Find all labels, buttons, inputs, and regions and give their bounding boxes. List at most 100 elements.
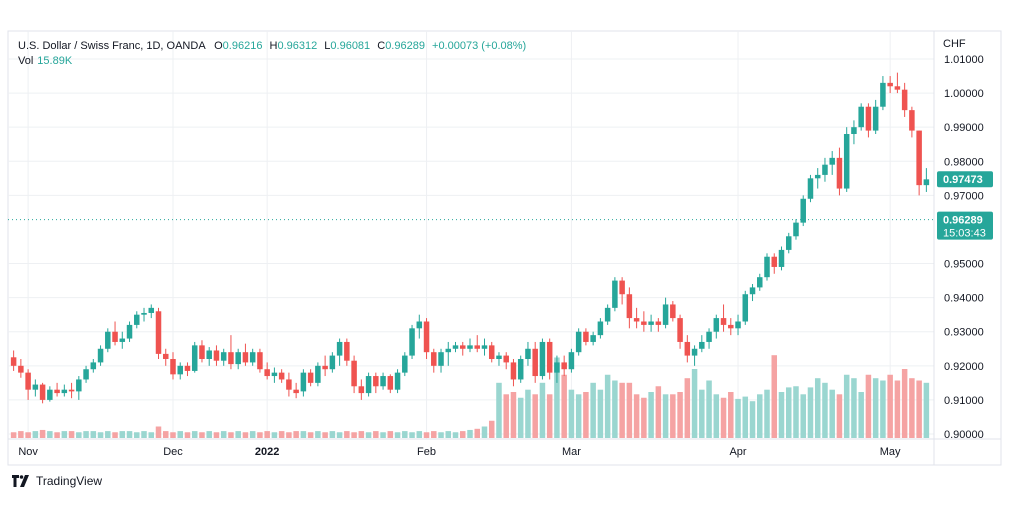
candle-body [851,127,857,134]
candle-body [662,304,669,325]
candle-body [18,365,24,373]
candle-body [684,341,691,356]
candle-body [641,321,647,325]
candle-body [872,106,879,131]
candle-body [351,360,357,387]
volume-bar [699,389,705,438]
candle-body [235,352,241,365]
candle-body [481,345,488,349]
candle-body [257,352,263,370]
candle-body [336,341,343,356]
volume-bar [373,431,379,438]
price-tick-label: 1.00000 [944,88,984,100]
candle-body [148,307,155,313]
volume-bar [460,431,466,438]
low-value: 0.96081 [330,40,371,52]
time-axis: Nov Dec 2022 Feb Mar Apr May [18,446,901,458]
volume-bar [228,432,234,438]
candle-body [655,321,662,325]
volume-bar [213,432,220,438]
candle-body [793,222,799,237]
candle-body [409,328,415,356]
volume-bar [488,420,495,438]
volume-bar [329,431,336,438]
volume-bar [619,382,625,438]
volume-bar [286,432,292,438]
volume-bar [814,378,821,438]
candles [10,72,930,404]
volume-bar [351,432,357,438]
candle-body [648,321,654,325]
volume-bar [778,392,785,438]
volume-bar [872,378,879,438]
volume-bar [126,431,133,438]
candle-body [286,379,292,390]
volume-bar [220,431,227,438]
candle-body [97,348,104,363]
candle-body [39,384,46,400]
volume-bar [162,431,169,438]
candle-body [54,389,60,394]
candle-body [199,345,205,359]
candle-body [677,318,683,342]
candle-body [633,318,640,322]
volume-bar [901,369,908,438]
volume-bar [445,431,452,438]
volume-bar [25,432,31,438]
currency-label: CHF [943,38,966,50]
volume-bar [735,398,741,438]
candle-body [177,365,183,375]
candle-body [322,365,328,370]
candle-body [126,324,133,339]
candle-body [76,379,82,392]
volume-bar [278,431,285,438]
volume-bar [76,432,82,438]
chart-legend: U.S. Dollar / Swiss Franc, 1D, OANDA O0.… [18,39,526,53]
volume-bar [54,432,60,438]
candle-body [865,106,872,131]
candle-body [213,350,220,361]
volume-bar [923,382,930,438]
candle-body [249,352,256,363]
volume-bar [800,394,806,438]
candle-body [626,294,633,319]
volume-bar [344,431,350,438]
candle-body [438,352,444,366]
candle-body [47,389,53,400]
volume-bar [880,380,886,438]
volume-bar [97,432,104,438]
candle-body [749,287,756,295]
volume-bar [191,431,198,438]
candle-body [460,345,466,349]
volume-bar [148,432,155,438]
candle-body [764,256,770,278]
candle-body [923,179,930,186]
candle-body [329,355,336,370]
volume-bar [481,426,488,438]
candle-body [800,198,806,223]
price-tick-label: 1.01000 [944,54,984,66]
candle-body [916,130,922,186]
candle-body [387,376,394,390]
price-tick-label: 0.94000 [944,293,984,305]
high-value: 0.96312 [277,40,318,52]
candle-body [742,294,749,322]
candle-body [445,348,452,353]
close-value: 0.96289 [385,40,425,52]
candle-body [503,355,509,363]
candle-body [554,362,560,373]
candle-body [10,357,17,366]
close-label: C [377,40,386,52]
volume-bar [112,432,118,438]
candle-body [141,312,147,315]
candle-body [307,372,314,383]
tradingview-logo[interactable]: TradingView [12,474,102,488]
candle-body [909,110,915,131]
candle-body [568,352,575,370]
volume-legend: Vol 15.89K [18,55,72,67]
volume-bar [510,392,517,438]
candle-body [901,89,908,111]
price-tick-label: 0.91000 [944,395,984,407]
